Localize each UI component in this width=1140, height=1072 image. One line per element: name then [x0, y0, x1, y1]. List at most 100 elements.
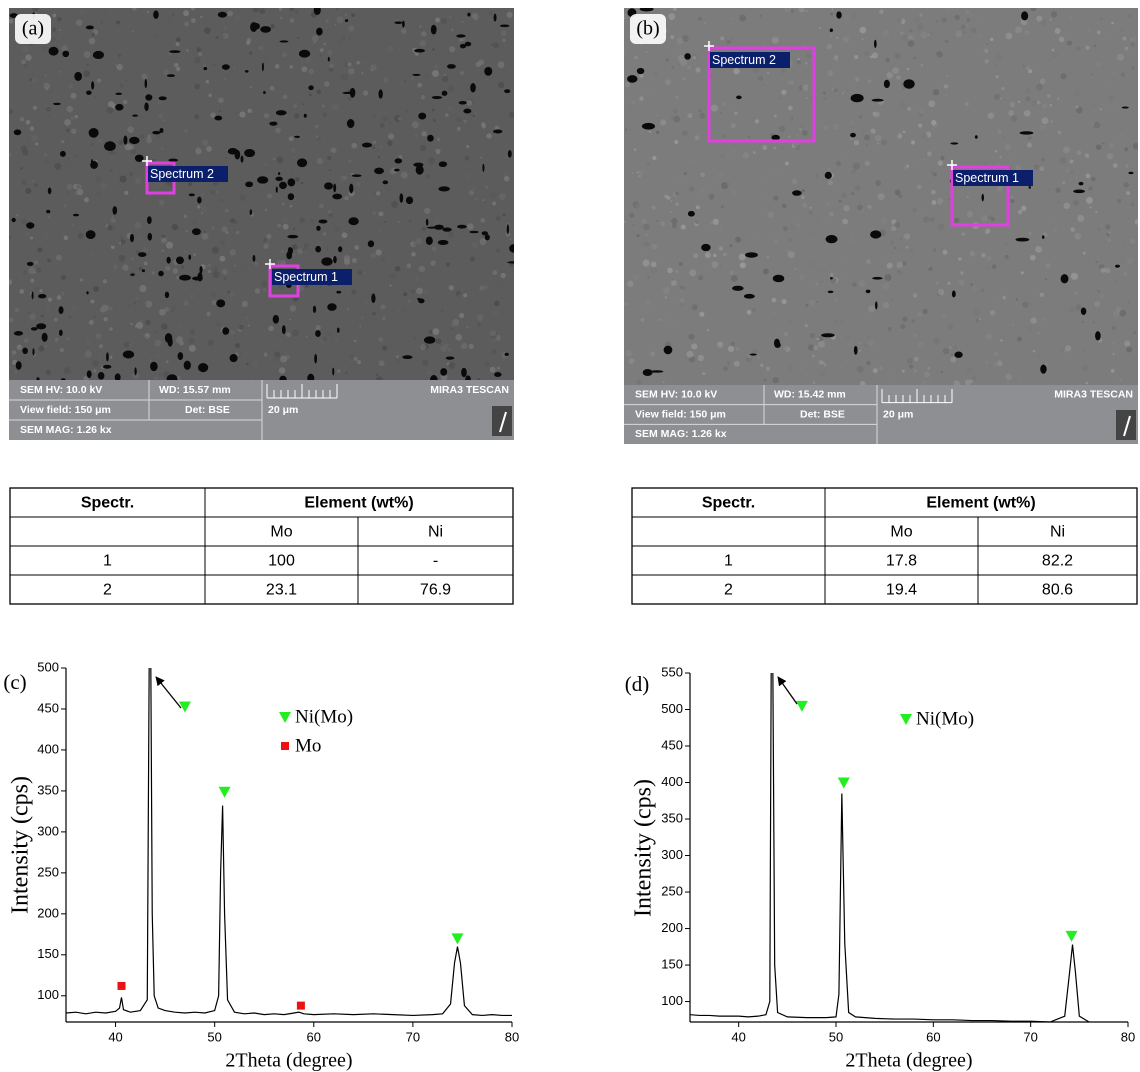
grain: [1071, 273, 1078, 280]
grain: [119, 255, 126, 262]
grain: [1094, 301, 1100, 307]
grain: [870, 55, 873, 58]
marker-triangle: [796, 701, 808, 712]
grain: [302, 103, 304, 105]
grain: [815, 281, 817, 283]
pore: [825, 172, 832, 179]
grain: [913, 334, 917, 338]
grain: [718, 333, 721, 336]
grain: [892, 252, 893, 253]
grain: [918, 124, 922, 128]
grain: [1085, 153, 1090, 158]
grain: [1042, 104, 1047, 109]
grain: [969, 35, 972, 38]
pore: [637, 68, 644, 74]
grain: [702, 372, 705, 375]
grain: [336, 136, 337, 137]
grain: [372, 211, 376, 215]
pore: [426, 219, 428, 226]
grain: [900, 238, 901, 239]
grain: [954, 218, 959, 223]
grain: [466, 100, 472, 106]
grain: [967, 367, 973, 373]
grain: [797, 133, 800, 136]
grain: [447, 182, 448, 183]
grain: [180, 325, 181, 326]
grain: [867, 336, 869, 338]
grain: [161, 249, 164, 252]
grain: [147, 11, 150, 14]
grain: [1131, 43, 1135, 47]
grain: [400, 44, 402, 46]
grain: [136, 297, 139, 300]
grain: [823, 125, 828, 130]
grain: [854, 140, 859, 145]
pore: [494, 372, 501, 377]
grain: [1003, 136, 1005, 138]
grain: [320, 48, 324, 52]
pore: [440, 368, 447, 376]
grain: [1100, 294, 1104, 298]
grain: [1123, 272, 1127, 276]
pore: [222, 327, 229, 335]
grain: [502, 213, 505, 216]
grain: [173, 268, 178, 273]
grain: [276, 235, 279, 238]
grain: [951, 354, 953, 356]
grain: [211, 226, 215, 230]
grain: [931, 33, 933, 35]
grain: [446, 262, 450, 266]
grain: [224, 79, 226, 81]
grain: [193, 221, 197, 225]
grain: [71, 305, 78, 312]
grain: [1106, 232, 1110, 236]
grain: [820, 270, 823, 273]
pore: [446, 356, 454, 359]
grain: [1074, 233, 1081, 240]
grain: [283, 95, 287, 99]
grain: [110, 10, 111, 11]
grain: [1060, 348, 1065, 353]
pore: [507, 261, 519, 263]
grain: [420, 40, 427, 47]
pore: [745, 252, 758, 258]
grain: [917, 23, 924, 30]
grain: [829, 198, 836, 205]
grain: [902, 248, 904, 250]
grain: [868, 305, 875, 312]
grain: [622, 13, 626, 17]
grain: [623, 50, 626, 53]
grain: [816, 283, 818, 285]
grain: [167, 9, 168, 10]
grain: [451, 28, 454, 31]
grain: [401, 171, 408, 178]
grain: [804, 44, 805, 45]
pore: [417, 298, 421, 300]
grain: [907, 358, 913, 364]
grain: [691, 343, 697, 349]
pore: [507, 224, 509, 234]
grain: [1000, 339, 1002, 341]
grain: [705, 252, 711, 258]
grain: [800, 124, 804, 128]
info-text: SEM HV: 10.0 kV: [20, 384, 102, 396]
pore: [494, 14, 497, 22]
x-tick-label: 40: [731, 1029, 745, 1044]
grain: [263, 243, 268, 248]
grain: [634, 56, 638, 60]
grain: [671, 66, 674, 69]
grain: [52, 28, 56, 32]
grain: [733, 151, 736, 154]
grain: [810, 207, 812, 209]
grain: [297, 37, 299, 39]
grain: [1117, 268, 1118, 269]
grain: [942, 202, 945, 205]
grain: [833, 123, 839, 129]
pore: [854, 346, 858, 355]
grain: [844, 14, 850, 20]
grain: [805, 324, 808, 327]
grain: [1112, 343, 1114, 345]
grain: [858, 342, 860, 344]
pore: [145, 94, 152, 100]
grain: [645, 234, 648, 237]
